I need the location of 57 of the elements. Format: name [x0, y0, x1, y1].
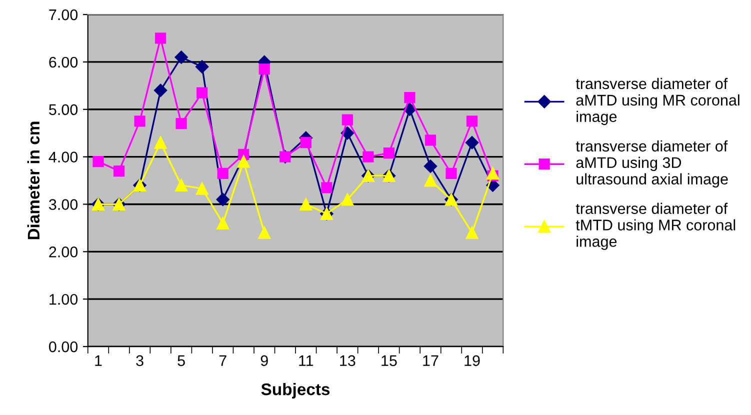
point	[300, 137, 312, 148]
point	[321, 182, 332, 194]
point	[362, 151, 374, 162]
point	[424, 134, 436, 146]
x-tick-label: 13	[340, 355, 356, 366]
point	[154, 136, 167, 149]
point	[383, 147, 395, 159]
x-tick-label: 3	[136, 355, 144, 366]
y-axis-title: Diameter in cm	[27, 122, 40, 240]
point	[154, 32, 166, 44]
y-tick-label: 1.00	[50, 294, 78, 305]
point	[216, 216, 230, 230]
point	[113, 165, 125, 177]
point	[446, 168, 457, 179]
point	[258, 226, 271, 239]
point	[237, 155, 250, 168]
point	[424, 160, 438, 173]
point	[92, 156, 104, 168]
point	[154, 84, 168, 97]
y-tick-label: 6.00	[49, 56, 78, 68]
point	[134, 116, 146, 127]
point	[258, 64, 270, 75]
x-tick-label: 19	[464, 355, 480, 366]
point	[486, 167, 500, 180]
y-tick-label: 3.00	[48, 199, 78, 210]
legend-label: transverse diameter of aMTD using 3D ultrasound axial image	[576, 140, 728, 188]
point	[196, 87, 208, 98]
point	[465, 136, 479, 150]
y-tick-label: 2.00	[49, 246, 78, 258]
point	[196, 182, 208, 195]
point	[216, 192, 230, 206]
x-tick-label: 1	[95, 355, 102, 366]
point	[174, 50, 188, 64]
legend-label: transverse diameter of tMTD using MR coronal image	[576, 202, 736, 250]
x-tick-label: 7	[219, 355, 226, 366]
y-tick-label: 4.00	[48, 152, 78, 162]
point	[300, 198, 312, 210]
point	[176, 118, 187, 130]
x-tick-label: 9	[260, 355, 268, 366]
x-axis-title: Subjects	[261, 382, 330, 399]
y-tick-label: 0.00	[49, 341, 78, 352]
x-tick-label: 17	[423, 355, 438, 366]
point	[424, 174, 437, 187]
point	[195, 60, 209, 74]
point	[341, 193, 354, 206]
x-tick-label: 11	[299, 355, 314, 366]
point	[404, 92, 416, 104]
y-tick-label: 5.00	[49, 104, 78, 116]
legend-label: transverse diameter of aMTD using MR coronal image	[576, 78, 740, 126]
x-tick-label: 5	[178, 355, 185, 366]
point	[217, 168, 228, 179]
point	[175, 179, 188, 192]
point	[466, 226, 478, 239]
point	[466, 116, 478, 127]
point	[342, 114, 353, 126]
x-tick-label: 15	[382, 355, 397, 366]
y-tick-label: 7.00	[49, 9, 78, 20]
